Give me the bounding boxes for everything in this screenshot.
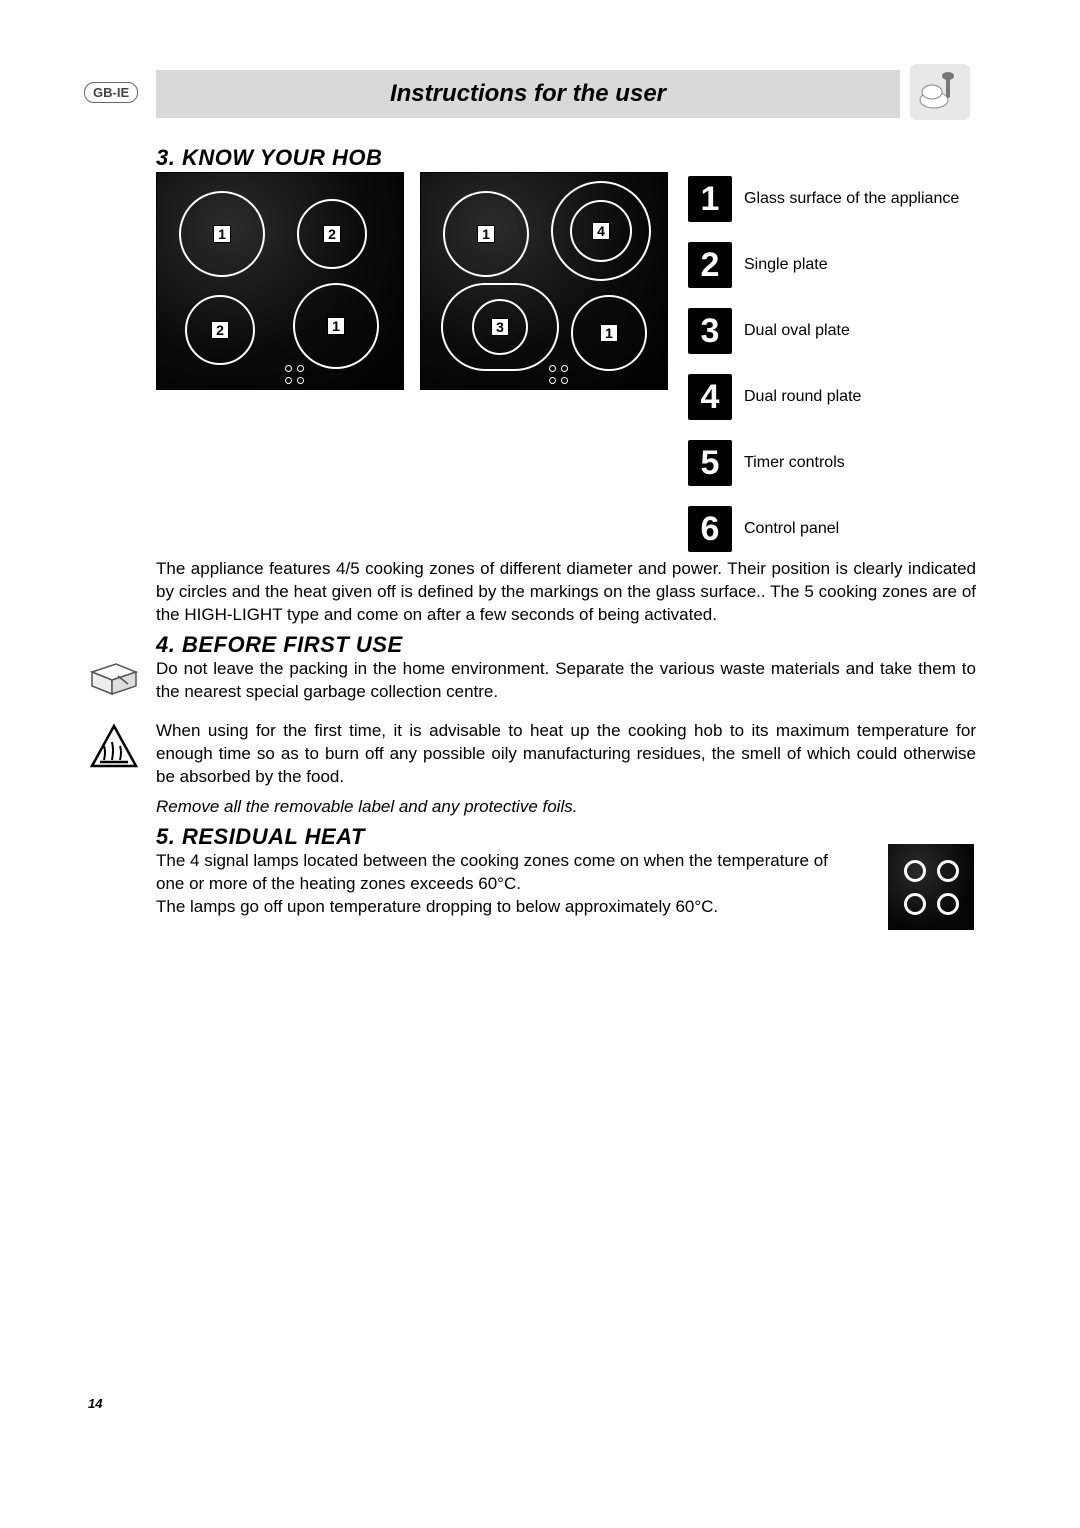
page-number: 14 [88, 1396, 102, 1411]
hob-diagram-left: 1 2 2 1 [156, 172, 404, 390]
legend-number: 6 [688, 506, 732, 552]
legend: 1 Glass surface of the appliance 2 Single p… [688, 176, 978, 572]
legend-row: 2 Single plate [688, 242, 978, 288]
legend-number: 4 [688, 374, 732, 420]
burner-label: 2 [323, 225, 341, 243]
burner-label: 1 [600, 324, 618, 342]
hob-diagram-right: 1 43 1 [420, 172, 668, 390]
paragraph-residual-b: The lamps go off upon temperature droppi… [156, 896, 856, 919]
legend-label: Glass surface of the appliance [744, 189, 959, 209]
legend-label: Control panel [744, 519, 839, 539]
legend-number: 1 [688, 176, 732, 222]
burner-label: 1 [327, 317, 345, 335]
burner: 1 [293, 283, 379, 369]
paragraph-residual-a: The 4 signal lamps located between the c… [156, 850, 856, 896]
indicator-dots [285, 365, 305, 385]
burner: 1 [571, 295, 647, 371]
legend-row: 1 Glass surface of the appliance [688, 176, 978, 222]
residual-heat-icon [888, 844, 974, 930]
burner: 2 [185, 295, 255, 365]
burner: 1 [179, 191, 265, 277]
burner-label: 2 [211, 321, 229, 339]
burner: 4 [551, 181, 651, 281]
legend-number: 2 [688, 242, 732, 288]
legend-row: 4 Dual round plate [688, 374, 978, 420]
packaging-icon [88, 658, 140, 703]
section-4-title: 4. BEFORE FIRST USE [156, 632, 403, 658]
paragraph-first-use: When using for the first time, it is adv… [156, 720, 976, 789]
legend-label: Dual round plate [744, 387, 861, 407]
section-3-title: 3. KNOW YOUR HOB [156, 145, 382, 171]
paragraph-remove-labels: Remove all the removable label and any p… [156, 796, 976, 819]
header-bar: Instructions for the user [156, 70, 900, 118]
indicator-dots [549, 365, 569, 385]
burner-label: 1 [477, 225, 495, 243]
chef-icon [910, 64, 970, 120]
burner: 1 [443, 191, 529, 277]
paragraph-know-your-hob: The appliance features 4/5 cooking zones… [156, 558, 976, 627]
legend-row: 3 Dual oval plate [688, 308, 978, 354]
burner-label: 1 [213, 225, 231, 243]
region-badge: GB-IE [84, 82, 138, 103]
legend-label: Timer controls [744, 453, 845, 473]
paragraph-packing: Do not leave the packing in the home env… [156, 658, 976, 704]
legend-number: 5 [688, 440, 732, 486]
legend-label: Single plate [744, 255, 828, 275]
burner: 2 [297, 199, 367, 269]
legend-number: 3 [688, 308, 732, 354]
burner: 3 [441, 283, 559, 371]
legend-label: Dual oval plate [744, 321, 850, 341]
section-5-title: 5. RESIDUAL HEAT [156, 824, 365, 850]
header-title: Instructions for the user [390, 80, 666, 108]
legend-row: 6 Control panel [688, 506, 978, 552]
legend-row: 5 Timer controls [688, 440, 978, 486]
heat-warning-icon [88, 722, 140, 775]
